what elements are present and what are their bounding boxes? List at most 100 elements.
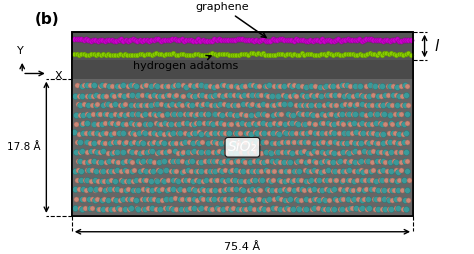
Point [302, 197, 310, 201]
Point [233, 197, 240, 201]
Point [284, 140, 292, 144]
Point [228, 150, 235, 154]
Point [105, 38, 113, 42]
Point [211, 140, 219, 144]
Point [190, 206, 198, 210]
Point [118, 131, 126, 135]
Point [336, 187, 344, 191]
Point [203, 53, 211, 57]
Point [214, 84, 221, 88]
Point [407, 53, 414, 57]
Point [227, 84, 235, 88]
Point [174, 112, 182, 116]
Point [127, 197, 134, 201]
Point [392, 112, 399, 116]
Point [344, 83, 351, 87]
Point [257, 188, 264, 192]
Point [324, 121, 331, 125]
Point [363, 94, 370, 98]
Point [254, 197, 261, 201]
Point [182, 53, 189, 57]
Point [241, 160, 249, 164]
Point [133, 206, 140, 210]
Point [283, 38, 291, 42]
Point [148, 179, 155, 183]
Point [96, 84, 103, 88]
Point [402, 52, 410, 56]
Point [176, 112, 184, 116]
Point [394, 169, 401, 173]
Point [100, 179, 108, 183]
Point [210, 197, 218, 201]
Point [147, 38, 155, 42]
Point [380, 51, 388, 55]
Point [258, 206, 265, 210]
Point [324, 150, 332, 154]
Point [252, 122, 260, 126]
Point [297, 38, 305, 42]
Point [178, 159, 186, 163]
Point [377, 150, 385, 154]
Point [187, 38, 195, 42]
Point [84, 160, 91, 164]
Point [82, 188, 89, 192]
Point [360, 188, 368, 192]
Point [385, 198, 393, 202]
Point [190, 39, 197, 43]
Point [171, 83, 179, 87]
Point [166, 197, 173, 201]
Point [218, 121, 225, 125]
Point [130, 83, 137, 87]
Point [92, 53, 100, 57]
Point [217, 102, 224, 106]
Point [159, 94, 166, 98]
Point [365, 93, 373, 98]
Point [346, 160, 353, 164]
Point [317, 85, 324, 89]
Point [340, 83, 348, 87]
Point [360, 197, 368, 201]
Point [356, 37, 363, 41]
Point [93, 131, 101, 135]
Point [90, 94, 97, 98]
Point [143, 150, 151, 154]
Point [344, 197, 351, 201]
Point [252, 93, 260, 98]
Point [194, 160, 202, 164]
Point [355, 150, 363, 154]
Point [148, 206, 156, 210]
Point [325, 51, 332, 55]
Point [122, 38, 129, 42]
Point [242, 131, 249, 135]
Point [198, 187, 206, 191]
Point [92, 169, 100, 173]
Point [211, 187, 219, 192]
Point [146, 112, 154, 116]
Point [128, 150, 136, 154]
Point [232, 187, 240, 191]
Point [335, 150, 343, 154]
Point [321, 113, 329, 117]
Point [264, 113, 271, 117]
Point [263, 84, 270, 88]
Point [391, 38, 398, 42]
Point [241, 38, 248, 42]
Point [99, 103, 107, 107]
Point [165, 93, 173, 98]
Point [124, 84, 132, 88]
Point [241, 84, 249, 88]
Point [234, 103, 241, 107]
Point [276, 169, 284, 173]
Point [110, 207, 118, 211]
Point [110, 169, 118, 173]
Point [138, 197, 146, 201]
Point [269, 53, 276, 57]
Point [289, 207, 296, 211]
Point [189, 141, 197, 145]
Point [152, 37, 160, 41]
Point [346, 112, 353, 116]
Point [242, 197, 250, 201]
Point [124, 53, 131, 57]
Point [332, 38, 340, 42]
Point [203, 102, 211, 106]
